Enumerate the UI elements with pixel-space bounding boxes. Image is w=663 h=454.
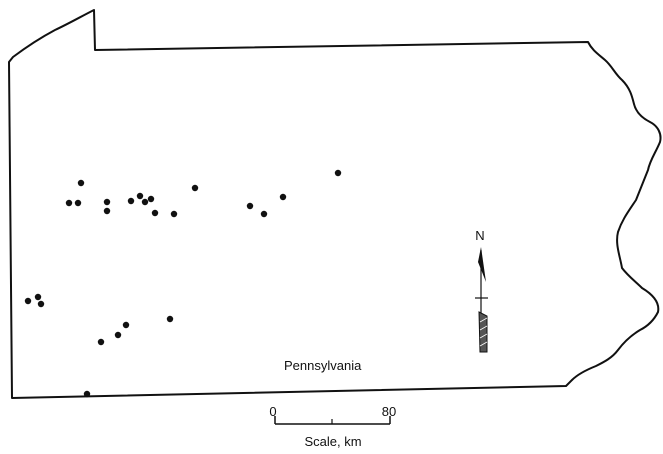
scale-bar: 0 80 Scale, km xyxy=(269,404,396,449)
site-marker xyxy=(114,331,122,339)
site-marker xyxy=(136,192,144,200)
site-marker xyxy=(170,210,178,218)
site-marker xyxy=(103,198,111,206)
site-marker xyxy=(246,202,254,210)
site-marker xyxy=(279,193,287,201)
north-arrow-head xyxy=(478,247,486,282)
site-marker xyxy=(74,199,82,207)
scale-end-label: 80 xyxy=(382,404,396,419)
site-marker xyxy=(141,198,149,206)
site-marker xyxy=(65,199,73,207)
site-marker xyxy=(24,297,32,305)
site-marker xyxy=(334,169,342,177)
site-marker xyxy=(34,293,42,301)
site-marker xyxy=(151,209,159,217)
site-marker xyxy=(83,390,91,398)
site-markers xyxy=(24,169,342,398)
scale-start-label: 0 xyxy=(269,404,276,419)
site-marker xyxy=(77,179,85,187)
site-marker xyxy=(166,315,174,323)
north-arrow: N xyxy=(475,228,488,353)
site-marker xyxy=(122,321,130,329)
state-outline xyxy=(8,9,662,399)
site-marker xyxy=(147,195,155,203)
site-marker xyxy=(127,197,135,205)
site-marker xyxy=(97,338,105,346)
site-marker xyxy=(37,300,45,308)
site-marker xyxy=(260,210,268,218)
site-marker xyxy=(191,184,199,192)
north-arrow-tail xyxy=(478,311,488,353)
state-label: Pennsylvania xyxy=(284,358,362,373)
scale-caption: Scale, km xyxy=(304,434,361,449)
site-marker xyxy=(103,207,111,215)
north-label: N xyxy=(475,228,484,243)
